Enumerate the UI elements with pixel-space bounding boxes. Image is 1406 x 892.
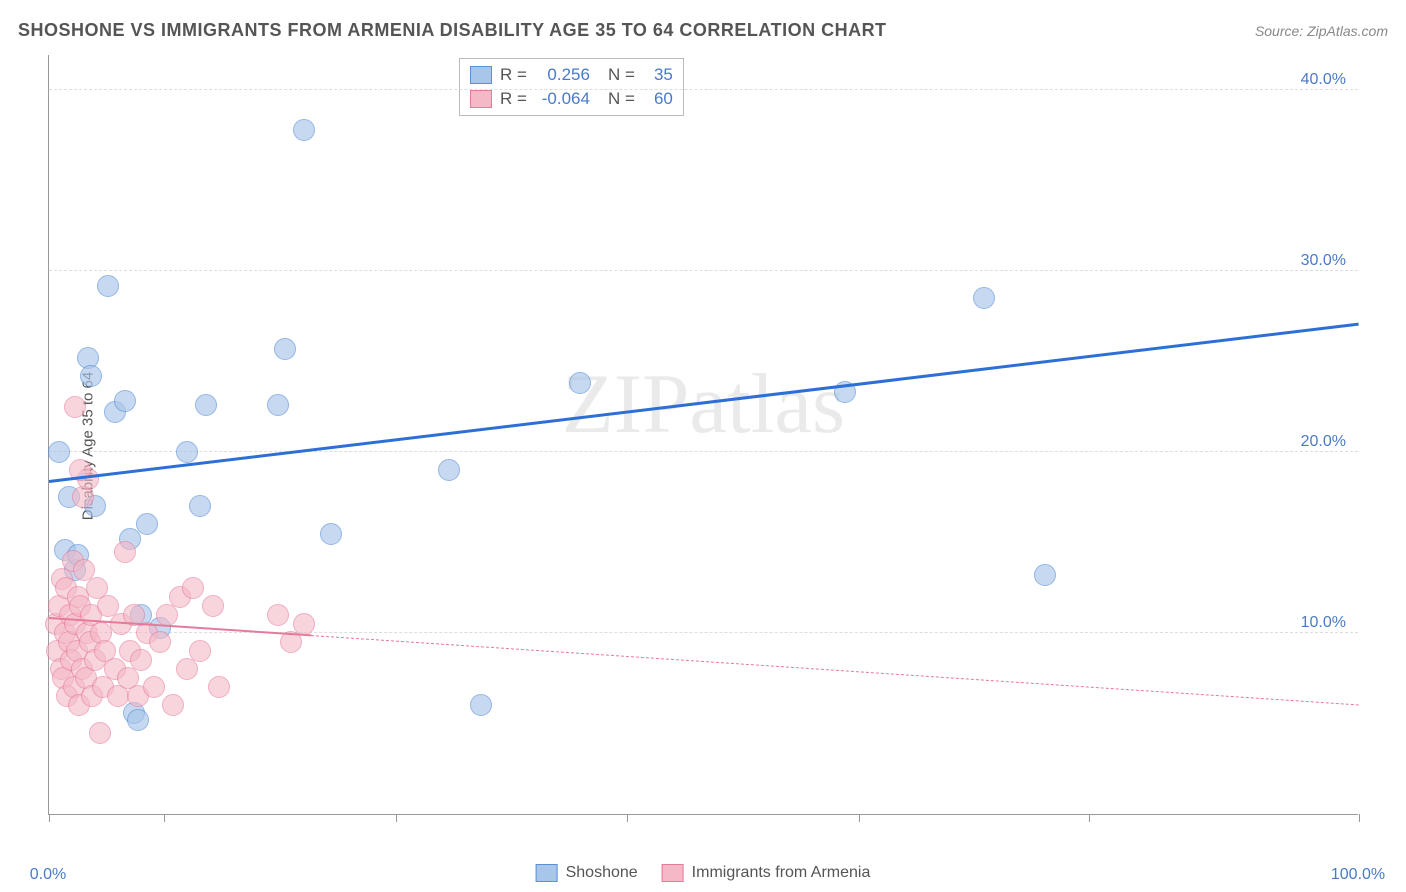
scatter-point [143,676,165,698]
stats-row: R = 0.256 N = 35 [470,63,673,87]
scatter-point [149,631,171,653]
scatter-point [438,459,460,481]
trend-line [311,635,1359,705]
y-tick-label: 30.0% [1301,252,1346,270]
stats-r-value: -0.064 [535,89,590,109]
stats-n-label: N = [608,89,635,109]
y-tick-label: 10.0% [1301,614,1346,632]
x-tick-label-left: 0.0% [30,866,66,884]
scatter-point [97,275,119,297]
scatter-point [1034,564,1056,586]
stats-row: R = -0.064 N = 60 [470,87,673,111]
scatter-point [320,523,342,545]
scatter-point [208,676,230,698]
gridline [49,270,1358,271]
gridline [49,451,1358,452]
scatter-point [195,394,217,416]
scatter-point [162,694,184,716]
y-tick-label: 40.0% [1301,71,1346,89]
scatter-point [127,709,149,731]
scatter-point [130,649,152,671]
scatter-point [202,595,224,617]
stats-box: R = 0.256 N = 35 R = -0.064 N = 60 [459,58,684,116]
x-tick [1089,814,1090,822]
scatter-point [80,365,102,387]
legend-label: Immigrants from Armenia [692,864,871,882]
scatter-point [973,287,995,309]
legend-swatch [536,864,558,882]
scatter-point [189,640,211,662]
legend-swatch [470,90,492,108]
scatter-point [470,694,492,716]
scatter-point [156,604,178,626]
x-tick [627,814,628,822]
x-tick-label-right: 100.0% [1331,866,1385,884]
y-tick-label: 20.0% [1301,433,1346,451]
scatter-point [176,658,198,680]
trend-line [49,322,1359,482]
legend-item: Shoshone [536,864,638,882]
scatter-point [189,495,211,517]
x-tick [859,814,860,822]
x-tick [1359,814,1360,822]
source-label: Source: ZipAtlas.com [1255,23,1388,39]
chart-title: SHOSHONE VS IMMIGRANTS FROM ARMENIA DISA… [18,20,887,41]
scatter-point [136,513,158,535]
legend-swatch [470,66,492,84]
scatter-point [267,604,289,626]
scatter-point [182,577,204,599]
scatter-point [89,722,111,744]
scatter-point [114,390,136,412]
stats-n-label: N = [608,65,635,85]
legend: Shoshone Immigrants from Armenia [536,864,871,882]
x-tick [164,814,165,822]
x-tick [49,814,50,822]
scatter-point [569,372,591,394]
scatter-point [293,119,315,141]
scatter-point [267,394,289,416]
stats-r-value: 0.256 [535,65,590,85]
scatter-point [293,613,315,635]
scatter-point [64,396,86,418]
stats-n-value: 35 [643,65,673,85]
legend-item: Immigrants from Armenia [662,864,871,882]
x-tick [396,814,397,822]
scatter-point [48,441,70,463]
stats-r-label: R = [500,89,527,109]
scatter-point [176,441,198,463]
legend-swatch [662,864,684,882]
stats-r-label: R = [500,65,527,85]
scatter-point [274,338,296,360]
legend-label: Shoshone [566,864,638,882]
scatter-point [114,541,136,563]
gridline [49,89,1358,90]
stats-n-value: 60 [643,89,673,109]
gridline [49,632,1358,633]
plot-area: ZIPatlas R =0.256N =35R =-0.064N =60 10.… [48,55,1358,815]
